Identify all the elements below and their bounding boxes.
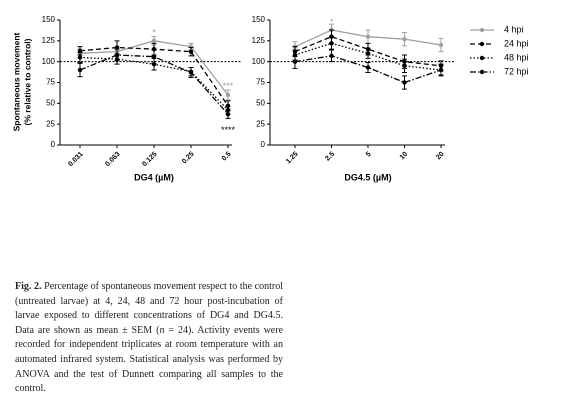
legend-marker bbox=[479, 55, 485, 61]
y-tick-label: 75 bbox=[46, 78, 55, 87]
data-point bbox=[292, 59, 298, 64]
y-tick-label: 25 bbox=[256, 119, 265, 128]
data-point bbox=[77, 67, 83, 73]
data-point bbox=[77, 48, 83, 54]
y-tick-label: 0 bbox=[261, 140, 266, 149]
data-point bbox=[365, 34, 371, 39]
x-tick-label: 0.125 bbox=[141, 151, 158, 168]
data-point bbox=[151, 38, 157, 44]
legend-label: 24 hpi bbox=[504, 38, 529, 48]
caption-text: n bbox=[159, 324, 165, 336]
y-tick-label: 150 bbox=[252, 15, 266, 24]
data-point bbox=[402, 80, 407, 85]
data-point bbox=[77, 55, 83, 60]
y-tick-label: 125 bbox=[252, 36, 266, 45]
data-point bbox=[188, 49, 194, 54]
caption-text: = 24). Activity events were recorded for… bbox=[15, 324, 284, 395]
x-tick-label: 1.25 bbox=[285, 151, 300, 166]
data-point bbox=[225, 92, 231, 98]
series-line bbox=[294, 55, 442, 84]
y-tick-label: 50 bbox=[256, 98, 265, 107]
x-tick-label: 5 bbox=[365, 151, 373, 159]
x-tick-label: 0.5 bbox=[221, 151, 233, 163]
legend-label: 48 hpi bbox=[504, 52, 529, 62]
y-tick-label: 150 bbox=[42, 15, 56, 24]
data-point bbox=[438, 67, 444, 73]
legend-marker bbox=[479, 41, 485, 47]
data-point bbox=[151, 54, 157, 59]
data-point bbox=[114, 52, 120, 58]
data-point bbox=[365, 65, 371, 70]
data-point bbox=[329, 41, 334, 46]
x-tick-label: 2.5 bbox=[324, 151, 336, 163]
series-line bbox=[294, 35, 442, 67]
y-axis-label: Spontaneous movement bbox=[11, 32, 21, 131]
legend-label: 4 hpi bbox=[504, 24, 524, 34]
x-tick-label: 0.031 bbox=[67, 151, 84, 168]
y-tick-label: 125 bbox=[42, 36, 56, 45]
x-axis-label: DG4 (µM) bbox=[134, 172, 174, 182]
annotation: * bbox=[330, 17, 334, 27]
data-point bbox=[329, 53, 334, 59]
data-point bbox=[225, 111, 231, 117]
annotation: **** bbox=[221, 125, 236, 135]
caption-text: Percentage of spontaneous movement respe… bbox=[15, 281, 283, 336]
data-point bbox=[114, 45, 120, 50]
y-tick-label: 25 bbox=[46, 119, 55, 128]
legend-marker bbox=[479, 69, 485, 75]
x-tick-label: 0.25 bbox=[181, 151, 196, 166]
series-line bbox=[294, 42, 442, 71]
data-point bbox=[438, 42, 444, 48]
series-line bbox=[79, 54, 229, 115]
data-point bbox=[402, 36, 407, 42]
data-point bbox=[188, 70, 194, 75]
legend-label: 72 hpi bbox=[504, 66, 529, 76]
caption-label: Fig. 2. bbox=[15, 281, 42, 292]
y-tick-label: 50 bbox=[46, 98, 55, 107]
x-axis-label: DG4.5 (µM) bbox=[344, 172, 391, 182]
y-tick-label: 0 bbox=[51, 140, 56, 149]
x-tick-label: 0.063 bbox=[104, 151, 121, 168]
legend-marker bbox=[479, 27, 485, 33]
annotation: *** bbox=[223, 81, 234, 91]
caption: Fig. 2. Percentage of spontaneous moveme… bbox=[15, 280, 283, 397]
y-tick-label: 100 bbox=[252, 57, 266, 66]
x-tick-label: 10 bbox=[399, 151, 410, 162]
y-tick-label: 75 bbox=[256, 78, 265, 87]
x-tick-label: 20 bbox=[435, 151, 446, 162]
data-point bbox=[365, 51, 371, 56]
data-point bbox=[402, 63, 407, 69]
y-axis-label: (% relative to control) bbox=[22, 38, 32, 125]
y-tick-label: 100 bbox=[42, 57, 56, 66]
annotation: * bbox=[152, 28, 156, 38]
